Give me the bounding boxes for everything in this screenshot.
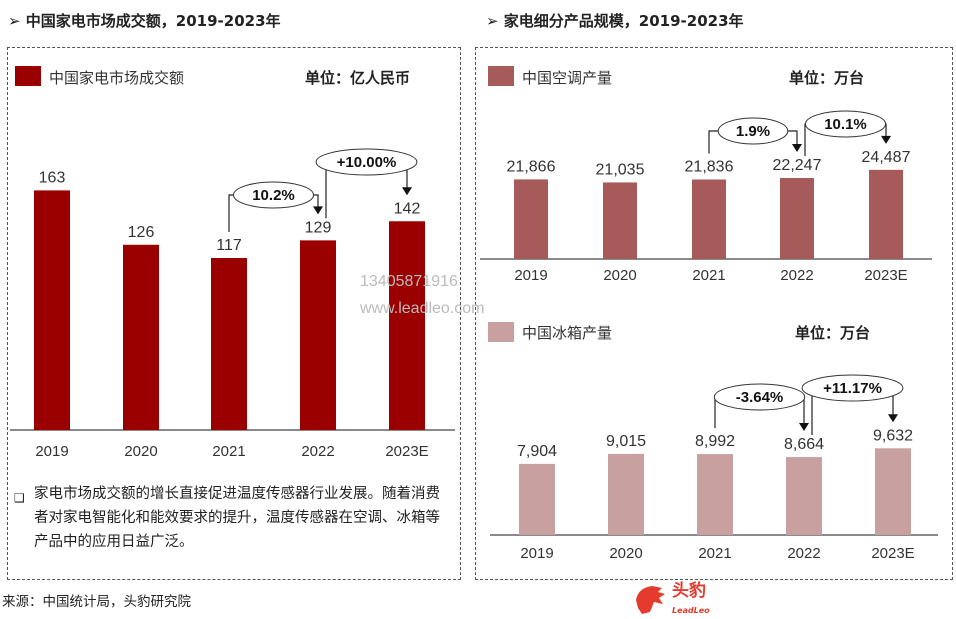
value-label: 9,632 xyxy=(873,427,913,444)
arrow-down-icon xyxy=(799,423,809,432)
bar xyxy=(786,457,822,535)
growth-ellipse xyxy=(717,117,789,145)
growth-label: 10.1% xyxy=(824,116,867,133)
leopard-logo-icon xyxy=(636,586,665,614)
source-text: 来源：中国统计局，头豹研究院 xyxy=(2,594,191,610)
growth-ellipse xyxy=(315,148,418,176)
growth-ellipse xyxy=(805,110,886,138)
bar xyxy=(780,178,814,259)
value-label: 129 xyxy=(305,219,332,236)
value-label: 9,015 xyxy=(606,433,646,450)
legend-market: 中国家电市场成交额 xyxy=(49,69,185,87)
value-label: 22,247 xyxy=(773,157,822,174)
legend-ac: 中国空调产量 xyxy=(522,69,613,87)
arrow-down-icon xyxy=(881,135,891,144)
bar xyxy=(608,453,644,535)
value-label: 117 xyxy=(216,237,242,254)
value-label: 21,836 xyxy=(685,159,734,176)
category-label: 2020 xyxy=(603,267,636,284)
bar xyxy=(211,258,247,430)
category-label: 2021 xyxy=(212,443,245,460)
bar xyxy=(603,182,637,259)
category-label: 2022 xyxy=(787,545,820,562)
category-label: 2021 xyxy=(692,267,725,284)
note-bullet: ❑ xyxy=(14,491,25,505)
unit-fridge: 单位：万台 xyxy=(795,324,871,342)
right-title: ➢ 家电细分产品规模，2019-2023年 xyxy=(486,12,744,30)
right-panel xyxy=(475,47,953,580)
left-title: ➢ 中国家电市场成交额，2019-2023年 xyxy=(8,12,281,30)
leadleo-logo: 头豹 LeadLeo xyxy=(632,582,727,618)
arrow-down-icon xyxy=(313,206,323,215)
bar xyxy=(519,463,555,535)
bar xyxy=(34,190,70,430)
arrow-down-icon xyxy=(888,414,898,423)
category-label: 2023E xyxy=(871,545,914,562)
bar xyxy=(692,179,726,259)
value-label: 21,866 xyxy=(507,158,556,175)
growth-label: 1.9% xyxy=(736,123,770,140)
bar xyxy=(697,454,733,535)
value-label: 8,992 xyxy=(695,433,735,450)
category-label: 2022 xyxy=(301,443,334,460)
bar xyxy=(514,179,548,259)
value-label: 7,904 xyxy=(517,443,557,460)
growth-ellipse xyxy=(713,383,806,411)
unit-market: 单位：亿人民币 xyxy=(305,69,411,87)
growth-label: -3.64% xyxy=(736,389,784,406)
category-label: 2023E xyxy=(864,267,907,284)
bar xyxy=(869,169,903,259)
legend-swatch-fridge xyxy=(488,322,514,342)
category-label: 2022 xyxy=(780,267,813,284)
legend-fridge: 中国冰箱产量 xyxy=(522,324,613,342)
left-panel xyxy=(7,47,461,580)
growth-ellipse xyxy=(233,181,314,209)
watermark-url: www.leadleo.com xyxy=(360,300,485,317)
value-label: 21,035 xyxy=(596,161,645,178)
unit-ac: 单位：万台 xyxy=(789,69,865,87)
logo-text: 头豹 xyxy=(672,581,706,601)
value-label: 8,664 xyxy=(784,436,824,453)
growth-label: +11.17% xyxy=(823,380,882,397)
growth-label: 10.2% xyxy=(252,187,295,204)
bar xyxy=(389,221,425,430)
growth-ellipse xyxy=(801,374,904,402)
growth-label: +10.00% xyxy=(337,154,397,171)
value-label: 163 xyxy=(39,169,66,186)
value-label: 142 xyxy=(394,200,421,217)
category-label: 2023E xyxy=(385,443,428,460)
category-label: 2020 xyxy=(124,443,157,460)
category-label: 2019 xyxy=(514,267,547,284)
note-text: 家电市场成交额的增长直接促进温度传感器行业发展。随着消费者对家电智能化和能效要求… xyxy=(34,486,440,550)
bar xyxy=(123,244,159,430)
legend-swatch-ac xyxy=(488,66,514,86)
bar xyxy=(300,240,336,430)
category-label: 2019 xyxy=(520,545,553,562)
category-label: 2021 xyxy=(698,545,731,562)
value-label: 126 xyxy=(128,224,155,241)
arrow-down-icon xyxy=(792,144,802,153)
legend-swatch-market xyxy=(15,66,41,86)
watermark-phone: 13405871916 xyxy=(360,273,458,290)
category-label: 2019 xyxy=(35,443,68,460)
value-label: 24,487 xyxy=(862,149,911,166)
bar xyxy=(875,448,911,535)
category-label: 2020 xyxy=(609,545,642,562)
arrow-down-icon xyxy=(402,187,412,196)
logo-sub: LeadLeo xyxy=(672,606,710,615)
